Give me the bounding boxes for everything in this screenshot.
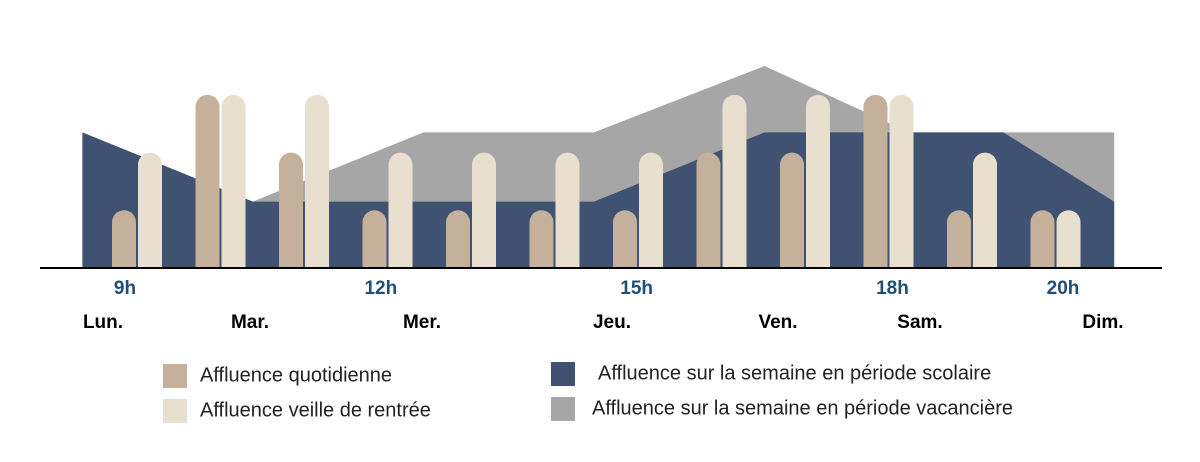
- bar: [696, 152, 721, 268]
- bar-base: [780, 256, 804, 268]
- bar-base: [1030, 256, 1055, 268]
- bar-base: [305, 256, 329, 268]
- bar-base: [806, 256, 830, 268]
- legend-swatch: [163, 364, 187, 388]
- legend-swatch: [551, 362, 575, 386]
- bar-base: [362, 256, 387, 268]
- bar-base: [696, 256, 721, 268]
- bar-base: [947, 256, 971, 268]
- bar: [947, 210, 971, 268]
- day-label: Mar.: [231, 312, 269, 333]
- bar-base: [1056, 256, 1081, 268]
- bar: [305, 94, 329, 268]
- bar-base: [889, 256, 914, 268]
- bar: [388, 152, 413, 268]
- legend-swatch: [551, 397, 575, 421]
- bar-base: [112, 256, 136, 268]
- bar: [138, 152, 162, 268]
- bar: [613, 210, 637, 268]
- bar: [1030, 210, 1055, 268]
- day-label: Ven.: [758, 312, 797, 333]
- bar: [195, 94, 220, 268]
- bar-base: [388, 256, 413, 268]
- day-label: Mer.: [403, 312, 441, 333]
- area: [82, 132, 1115, 268]
- bar-base: [195, 256, 220, 268]
- bar-base: [639, 256, 663, 268]
- x-tick-label: 18h: [876, 278, 909, 299]
- bar: [112, 210, 136, 268]
- bar: [362, 210, 387, 268]
- bar: [279, 152, 303, 268]
- legend-swatch: [163, 399, 187, 423]
- legend-label: Affluence sur la semaine en période vaca…: [592, 397, 1013, 419]
- x-tick-label: 15h: [620, 278, 653, 299]
- day-label: Dim.: [1082, 312, 1123, 333]
- bar: [806, 94, 830, 268]
- bar-base: [555, 256, 580, 268]
- bar-base: [973, 256, 997, 268]
- bar-base: [279, 256, 303, 268]
- bar: [221, 94, 246, 268]
- x-tick-label: 20h: [1047, 278, 1080, 299]
- legend-label: Affluence quotidienne: [200, 364, 392, 386]
- bar-base: [722, 256, 747, 268]
- day-label: Lun.: [83, 312, 123, 333]
- bar-base: [529, 256, 554, 268]
- bar: [1056, 210, 1081, 268]
- bar-base: [613, 256, 637, 268]
- x-tick-label: 9h: [114, 278, 136, 299]
- day-label: Jeu.: [593, 312, 631, 333]
- bar: [555, 152, 580, 268]
- bar: [973, 152, 997, 268]
- bar: [780, 152, 804, 268]
- legend-label: Affluence sur la semaine en période scol…: [598, 362, 991, 384]
- bar: [472, 152, 496, 268]
- legend-label: Affluence veille de rentrée: [200, 399, 431, 421]
- day-label: Sam.: [897, 312, 942, 333]
- bar: [529, 210, 554, 268]
- bar: [639, 152, 663, 268]
- bar: [722, 94, 747, 268]
- bar-base: [221, 256, 246, 268]
- bar: [863, 94, 888, 268]
- bar: [446, 210, 470, 268]
- bar-base: [138, 256, 162, 268]
- x-tick-label: 12h: [364, 278, 397, 299]
- bar: [889, 94, 914, 268]
- bar-base: [446, 256, 470, 268]
- bar-base: [863, 256, 888, 268]
- bar-base: [472, 256, 496, 268]
